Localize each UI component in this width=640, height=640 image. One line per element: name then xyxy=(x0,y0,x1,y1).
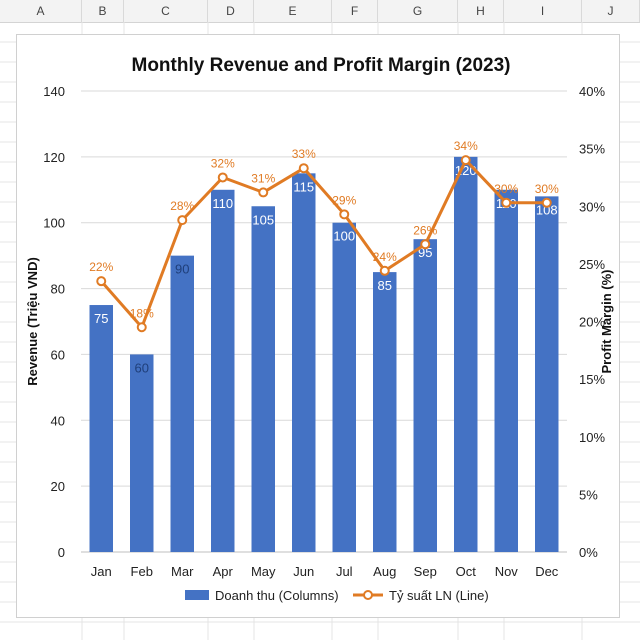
legend-line-label: Tỷ suất LN (Line) xyxy=(389,588,489,603)
x-tick-label: Aug xyxy=(373,564,396,579)
bar-dec[interactable] xyxy=(535,196,559,552)
y2-tick-label: 5% xyxy=(579,487,598,502)
bar-data-label: 105 xyxy=(252,212,274,227)
bar-jan[interactable] xyxy=(89,305,113,552)
line-data-label: 26% xyxy=(413,223,437,237)
bar-data-label: 100 xyxy=(333,229,355,244)
x-tick-label: Jun xyxy=(293,564,314,579)
x-tick-label: Feb xyxy=(131,564,153,579)
bar-data-label: 60 xyxy=(135,360,149,375)
bar-oct[interactable] xyxy=(454,156,478,552)
column-header-c[interactable]: C xyxy=(124,0,208,22)
bar-data-label: 115 xyxy=(293,179,314,194)
line-data-label: 32% xyxy=(211,156,235,170)
y2-axis-title: Profit Margin (%) xyxy=(599,270,614,374)
y-tick-label: 100 xyxy=(43,216,65,231)
legend-bar-swatch xyxy=(185,590,209,600)
y-tick-label: 40 xyxy=(51,413,65,428)
line-data-label: 29% xyxy=(332,193,356,207)
margin-line xyxy=(100,158,547,329)
combo-chart[interactable]: Monthly Revenue and Profit Margin (2023)… xyxy=(17,35,621,619)
x-tick-label: Jan xyxy=(91,564,112,579)
line-data-label: 24% xyxy=(373,250,397,264)
y-axis-title: Revenue (Triệu VND) xyxy=(25,257,40,386)
line-point-aug[interactable] xyxy=(379,265,390,276)
legend-line-marker xyxy=(363,590,373,600)
bar-data-label: 95 xyxy=(418,245,432,260)
legend-bar-label: Doanh thu (Columns) xyxy=(215,588,339,603)
line-point-may[interactable] xyxy=(258,187,269,198)
y2-tick-label: 25% xyxy=(579,257,605,272)
column-header-e[interactable]: E xyxy=(254,0,332,22)
y-tick-label: 20 xyxy=(51,479,65,494)
bar-data-label: 75 xyxy=(94,311,108,326)
y2-tick-label: 35% xyxy=(579,142,605,157)
bar-feb[interactable] xyxy=(130,354,154,552)
x-tick-label: May xyxy=(251,564,276,579)
column-header-f[interactable]: F xyxy=(332,0,378,22)
bar-data-label: 90 xyxy=(175,262,189,277)
bar-data-label: 110 xyxy=(212,196,233,211)
bar-data-label: 108 xyxy=(536,202,558,217)
y-tick-label: 60 xyxy=(51,347,65,362)
line-point-mar[interactable] xyxy=(177,215,188,226)
bar-apr[interactable] xyxy=(211,189,235,553)
line-data-label: 31% xyxy=(251,171,275,185)
x-tick-label: Jul xyxy=(336,564,353,579)
y2-tick-label: 30% xyxy=(579,199,605,214)
y2-tick-label: 0% xyxy=(579,545,598,560)
line-data-label: 34% xyxy=(454,139,478,153)
column-header-d[interactable]: D xyxy=(208,0,254,22)
line-point-feb[interactable] xyxy=(136,322,147,333)
x-tick-label: Apr xyxy=(213,564,234,579)
y-tick-label: 120 xyxy=(43,150,65,165)
bar-data-label: 85 xyxy=(378,278,392,293)
line-point-sep[interactable] xyxy=(420,239,431,250)
bar-mar[interactable] xyxy=(170,255,194,552)
line-data-label: 18% xyxy=(130,306,154,320)
line-point-jan[interactable] xyxy=(96,276,107,287)
line-point-oct[interactable] xyxy=(460,155,471,166)
bar-sep[interactable] xyxy=(413,239,437,552)
line-data-label: 33% xyxy=(292,147,316,161)
y2-tick-label: 20% xyxy=(579,315,605,330)
line-point-dec[interactable] xyxy=(541,197,552,208)
bar-nov[interactable] xyxy=(494,189,518,553)
x-tick-label: Mar xyxy=(171,564,194,579)
x-tick-label: Oct xyxy=(456,564,477,579)
column-header-h[interactable]: H xyxy=(458,0,504,22)
chart-frame[interactable]: Monthly Revenue and Profit Margin (2023)… xyxy=(16,34,620,618)
column-header-i[interactable]: I xyxy=(504,0,582,22)
y2-tick-label: 15% xyxy=(579,372,605,387)
y-tick-label: 0 xyxy=(58,545,65,560)
line-point-nov[interactable] xyxy=(501,197,512,208)
bar-jul[interactable] xyxy=(332,222,356,552)
column-header-a[interactable]: A xyxy=(0,0,82,22)
line-data-label: 30% xyxy=(535,182,559,196)
y-tick-label: 140 xyxy=(43,84,65,99)
line-point-jul[interactable] xyxy=(339,209,350,220)
bar-may[interactable] xyxy=(251,206,275,552)
line-data-label: 22% xyxy=(89,260,113,274)
y-tick-label: 80 xyxy=(51,282,65,297)
x-tick-label: Dec xyxy=(535,564,559,579)
column-header-b[interactable]: B xyxy=(82,0,124,22)
x-tick-label: Sep xyxy=(414,564,437,579)
line-point-jun[interactable] xyxy=(298,163,309,174)
line-point-apr[interactable] xyxy=(217,172,228,183)
line-data-label: 28% xyxy=(170,199,194,213)
y2-tick-label: 10% xyxy=(579,430,605,445)
line-data-label: 30% xyxy=(494,182,518,196)
bar-aug[interactable] xyxy=(373,272,397,552)
bar-jun[interactable] xyxy=(292,173,316,553)
x-tick-label: Nov xyxy=(495,564,519,579)
y2-tick-label: 40% xyxy=(579,84,605,99)
chart-title: Monthly Revenue and Profit Margin (2023) xyxy=(132,55,511,76)
column-header-j[interactable]: J xyxy=(582,0,640,22)
column-header-g[interactable]: G xyxy=(378,0,458,22)
